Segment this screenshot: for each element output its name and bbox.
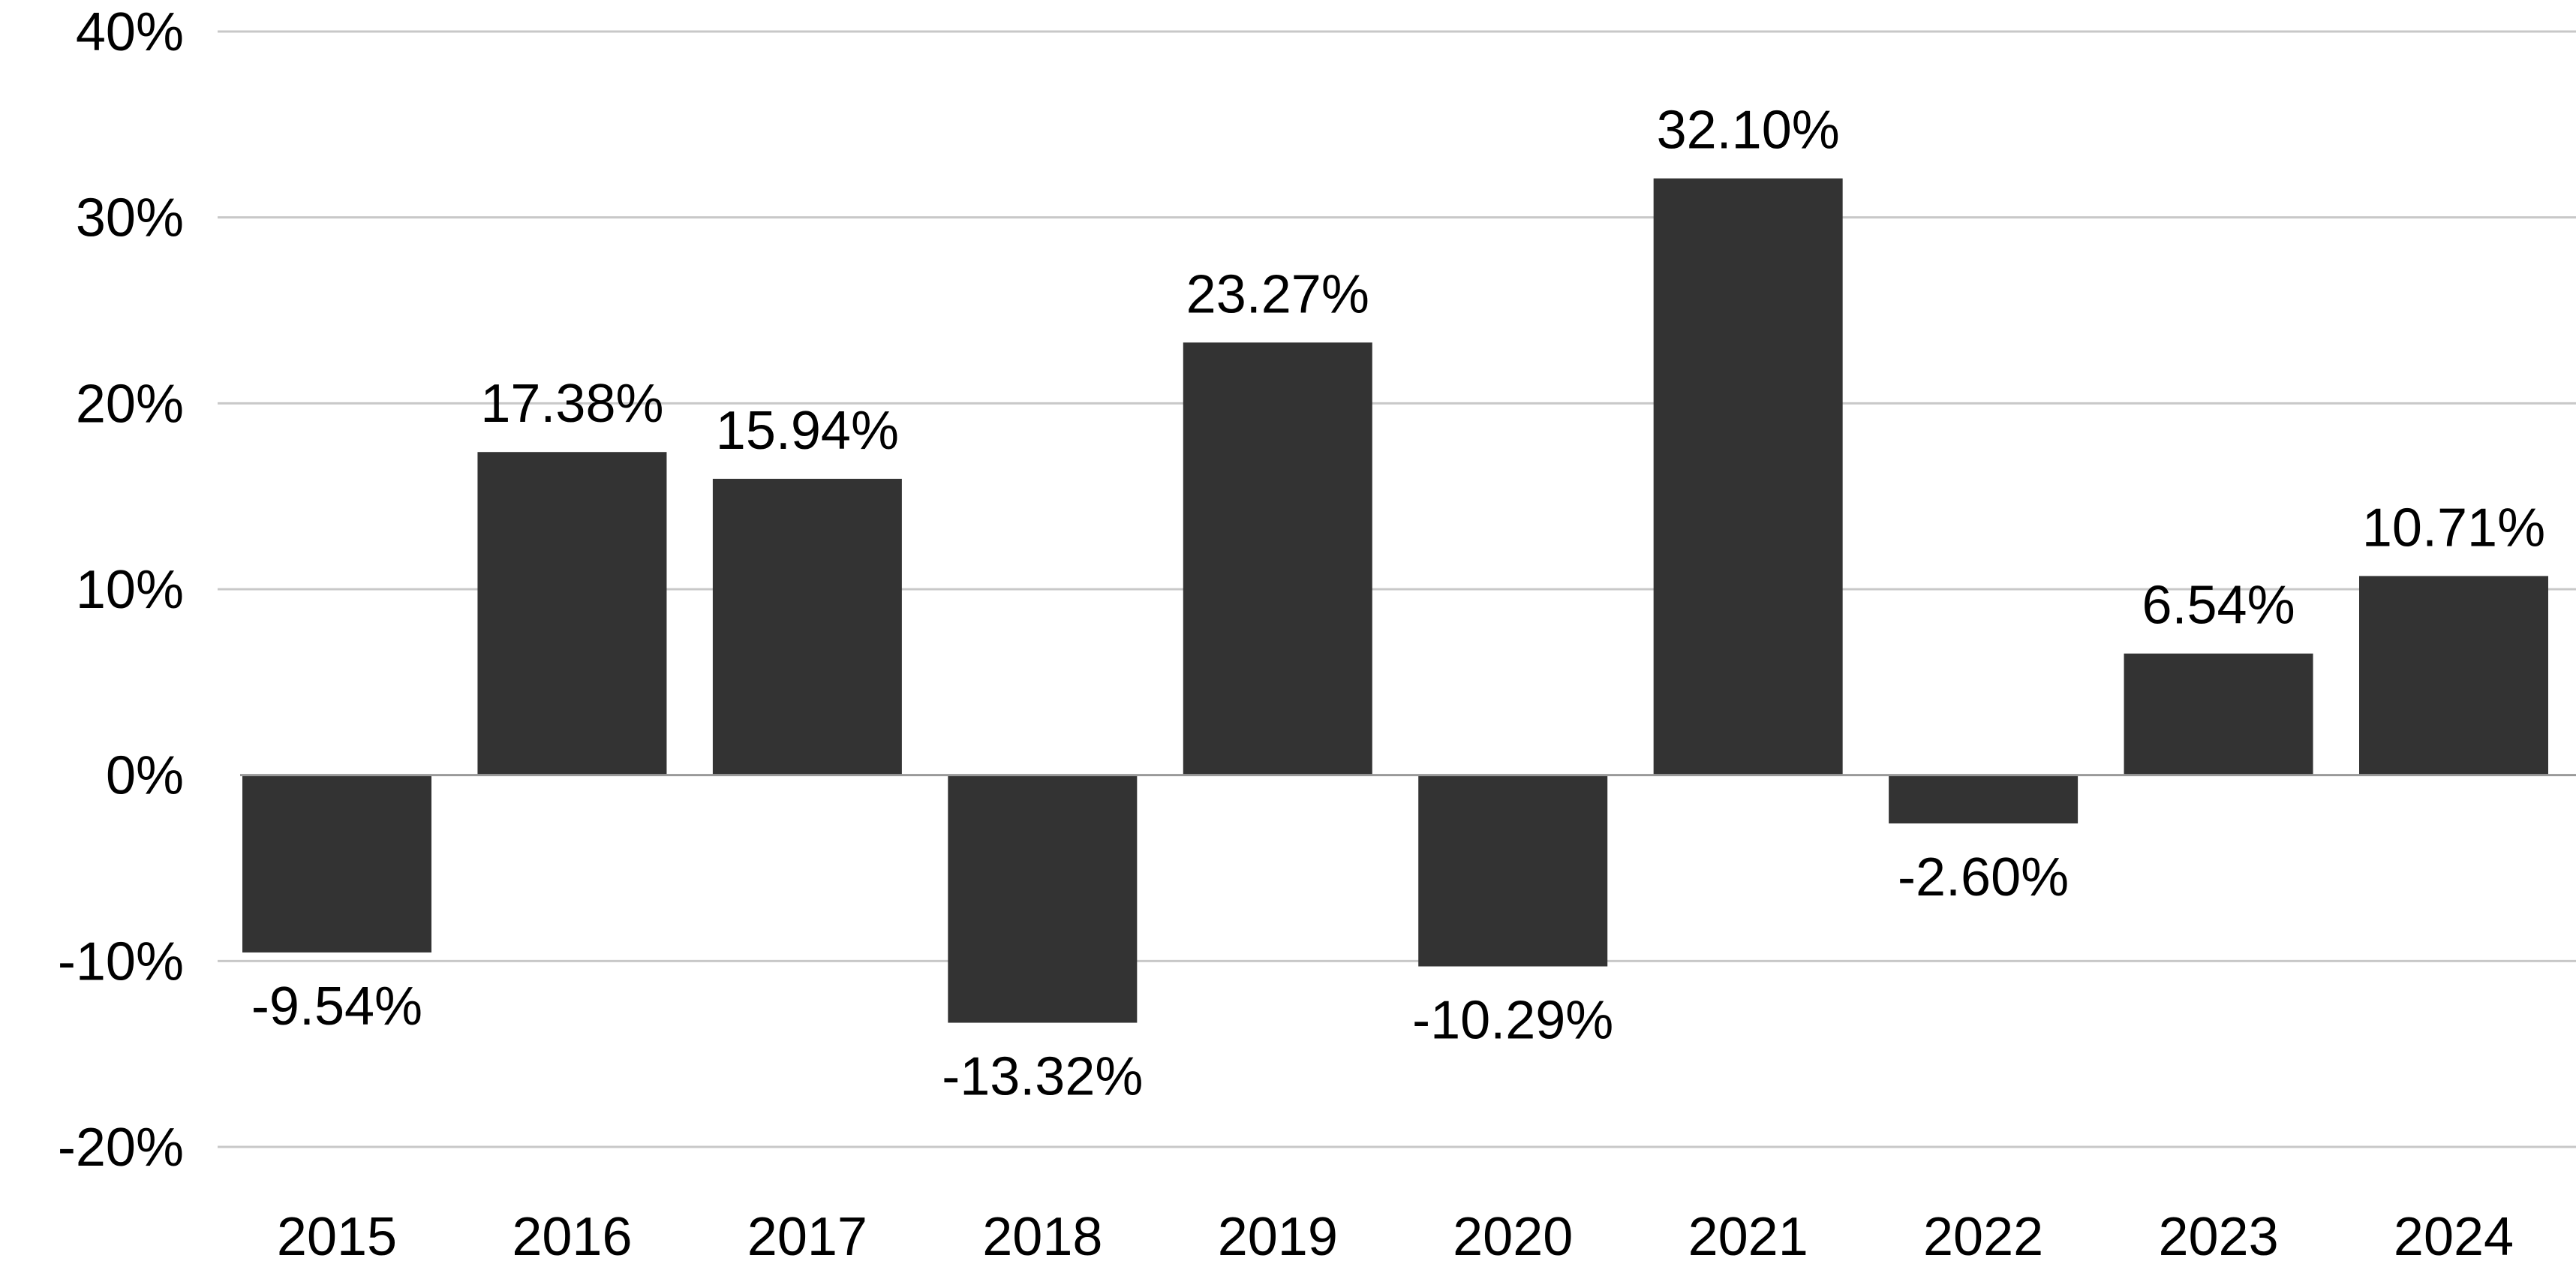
bar-2020 — [1418, 775, 1608, 967]
bar-2023 — [2124, 653, 2313, 775]
x-tick-label: 2016 — [512, 1207, 632, 1267]
x-tick-label: 2015 — [277, 1207, 397, 1267]
data-label: 32.10% — [1657, 101, 1840, 161]
x-tick-label: 2018 — [982, 1207, 1102, 1267]
data-label: -2.60% — [1898, 847, 2069, 907]
y-tick-label: 20% — [76, 374, 184, 434]
y-tick-label: 40% — [76, 2, 184, 62]
x-axis-tick-labels: 2015 2016 2017 2018 2019 2020 2021 2022 2023 2024 — [277, 1207, 2514, 1267]
x-tick-label: 2024 — [2394, 1207, 2514, 1267]
bar-2018 — [948, 775, 1138, 1023]
x-tick-label: 2021 — [1688, 1207, 1808, 1267]
bar-2019 — [1183, 342, 1372, 775]
bar-2016 — [477, 452, 667, 775]
y-tick-label: -20% — [58, 1118, 184, 1178]
y-tick-label: 10% — [76, 560, 184, 620]
x-tick-label: 2017 — [747, 1207, 867, 1267]
y-tick-label: 0% — [106, 746, 184, 806]
y-tick-label: 30% — [76, 188, 184, 248]
y-axis-tick-labels: 40% 30% 20% 10% 0% -10% -20% — [58, 2, 184, 1178]
data-label: -10.29% — [1412, 991, 1613, 1051]
bar-2021 — [1653, 178, 1843, 775]
data-label: 6.54% — [2142, 576, 2295, 636]
data-label: 23.27% — [1186, 264, 1369, 324]
data-label: 17.38% — [480, 374, 663, 434]
x-tick-label: 2019 — [1218, 1207, 1338, 1267]
data-label: 15.94% — [716, 401, 899, 461]
x-tick-label: 2022 — [1923, 1207, 2043, 1267]
bar-2024 — [2359, 576, 2548, 775]
data-label: -13.32% — [942, 1047, 1143, 1107]
x-tick-label: 2020 — [1453, 1207, 1573, 1267]
data-labels: -9.54% 17.38% 15.94% -13.32% 23.27% -10.29% 32… — [251, 101, 2545, 1107]
data-label: 10.71% — [2362, 498, 2545, 558]
bar-2015 — [242, 775, 431, 952]
y-tick-label: -10% — [58, 931, 184, 992]
bar-2022 — [1889, 775, 2079, 824]
bar-2017 — [712, 478, 902, 775]
x-tick-label: 2023 — [2158, 1207, 2278, 1267]
data-label: -9.54% — [251, 977, 422, 1037]
bars — [242, 178, 2548, 1023]
